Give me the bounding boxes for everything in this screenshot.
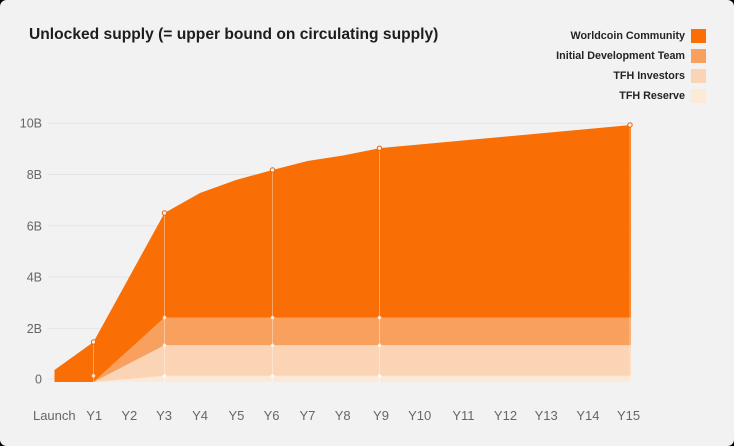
svg-text:Y13: Y13 <box>535 408 558 423</box>
svg-text:Y2: Y2 <box>121 408 137 423</box>
svg-text:Y12: Y12 <box>494 408 517 423</box>
svg-text:Y1: Y1 <box>86 408 102 423</box>
svg-text:Y7: Y7 <box>299 408 315 423</box>
svg-text:Y11: Y11 <box>452 408 474 423</box>
svg-text:0: 0 <box>35 373 42 387</box>
svg-text:10B: 10B <box>20 117 42 131</box>
svg-text:Y10: Y10 <box>408 408 431 423</box>
svg-text:Y9: Y9 <box>373 408 389 423</box>
svg-text:Y6: Y6 <box>264 408 280 423</box>
svg-text:Y5: Y5 <box>228 408 244 423</box>
svg-text:2B: 2B <box>27 322 42 336</box>
svg-text:6B: 6B <box>27 219 42 233</box>
svg-text:Y15: Y15 <box>617 408 640 423</box>
svg-text:Y14: Y14 <box>576 408 599 423</box>
svg-text:Y4: Y4 <box>192 408 208 423</box>
svg-text:4B: 4B <box>27 271 42 285</box>
svg-text:8B: 8B <box>27 168 42 182</box>
svg-text:Launch: Launch <box>33 408 76 423</box>
svg-text:Y3: Y3 <box>156 408 172 423</box>
svg-text:Y8: Y8 <box>335 408 351 423</box>
